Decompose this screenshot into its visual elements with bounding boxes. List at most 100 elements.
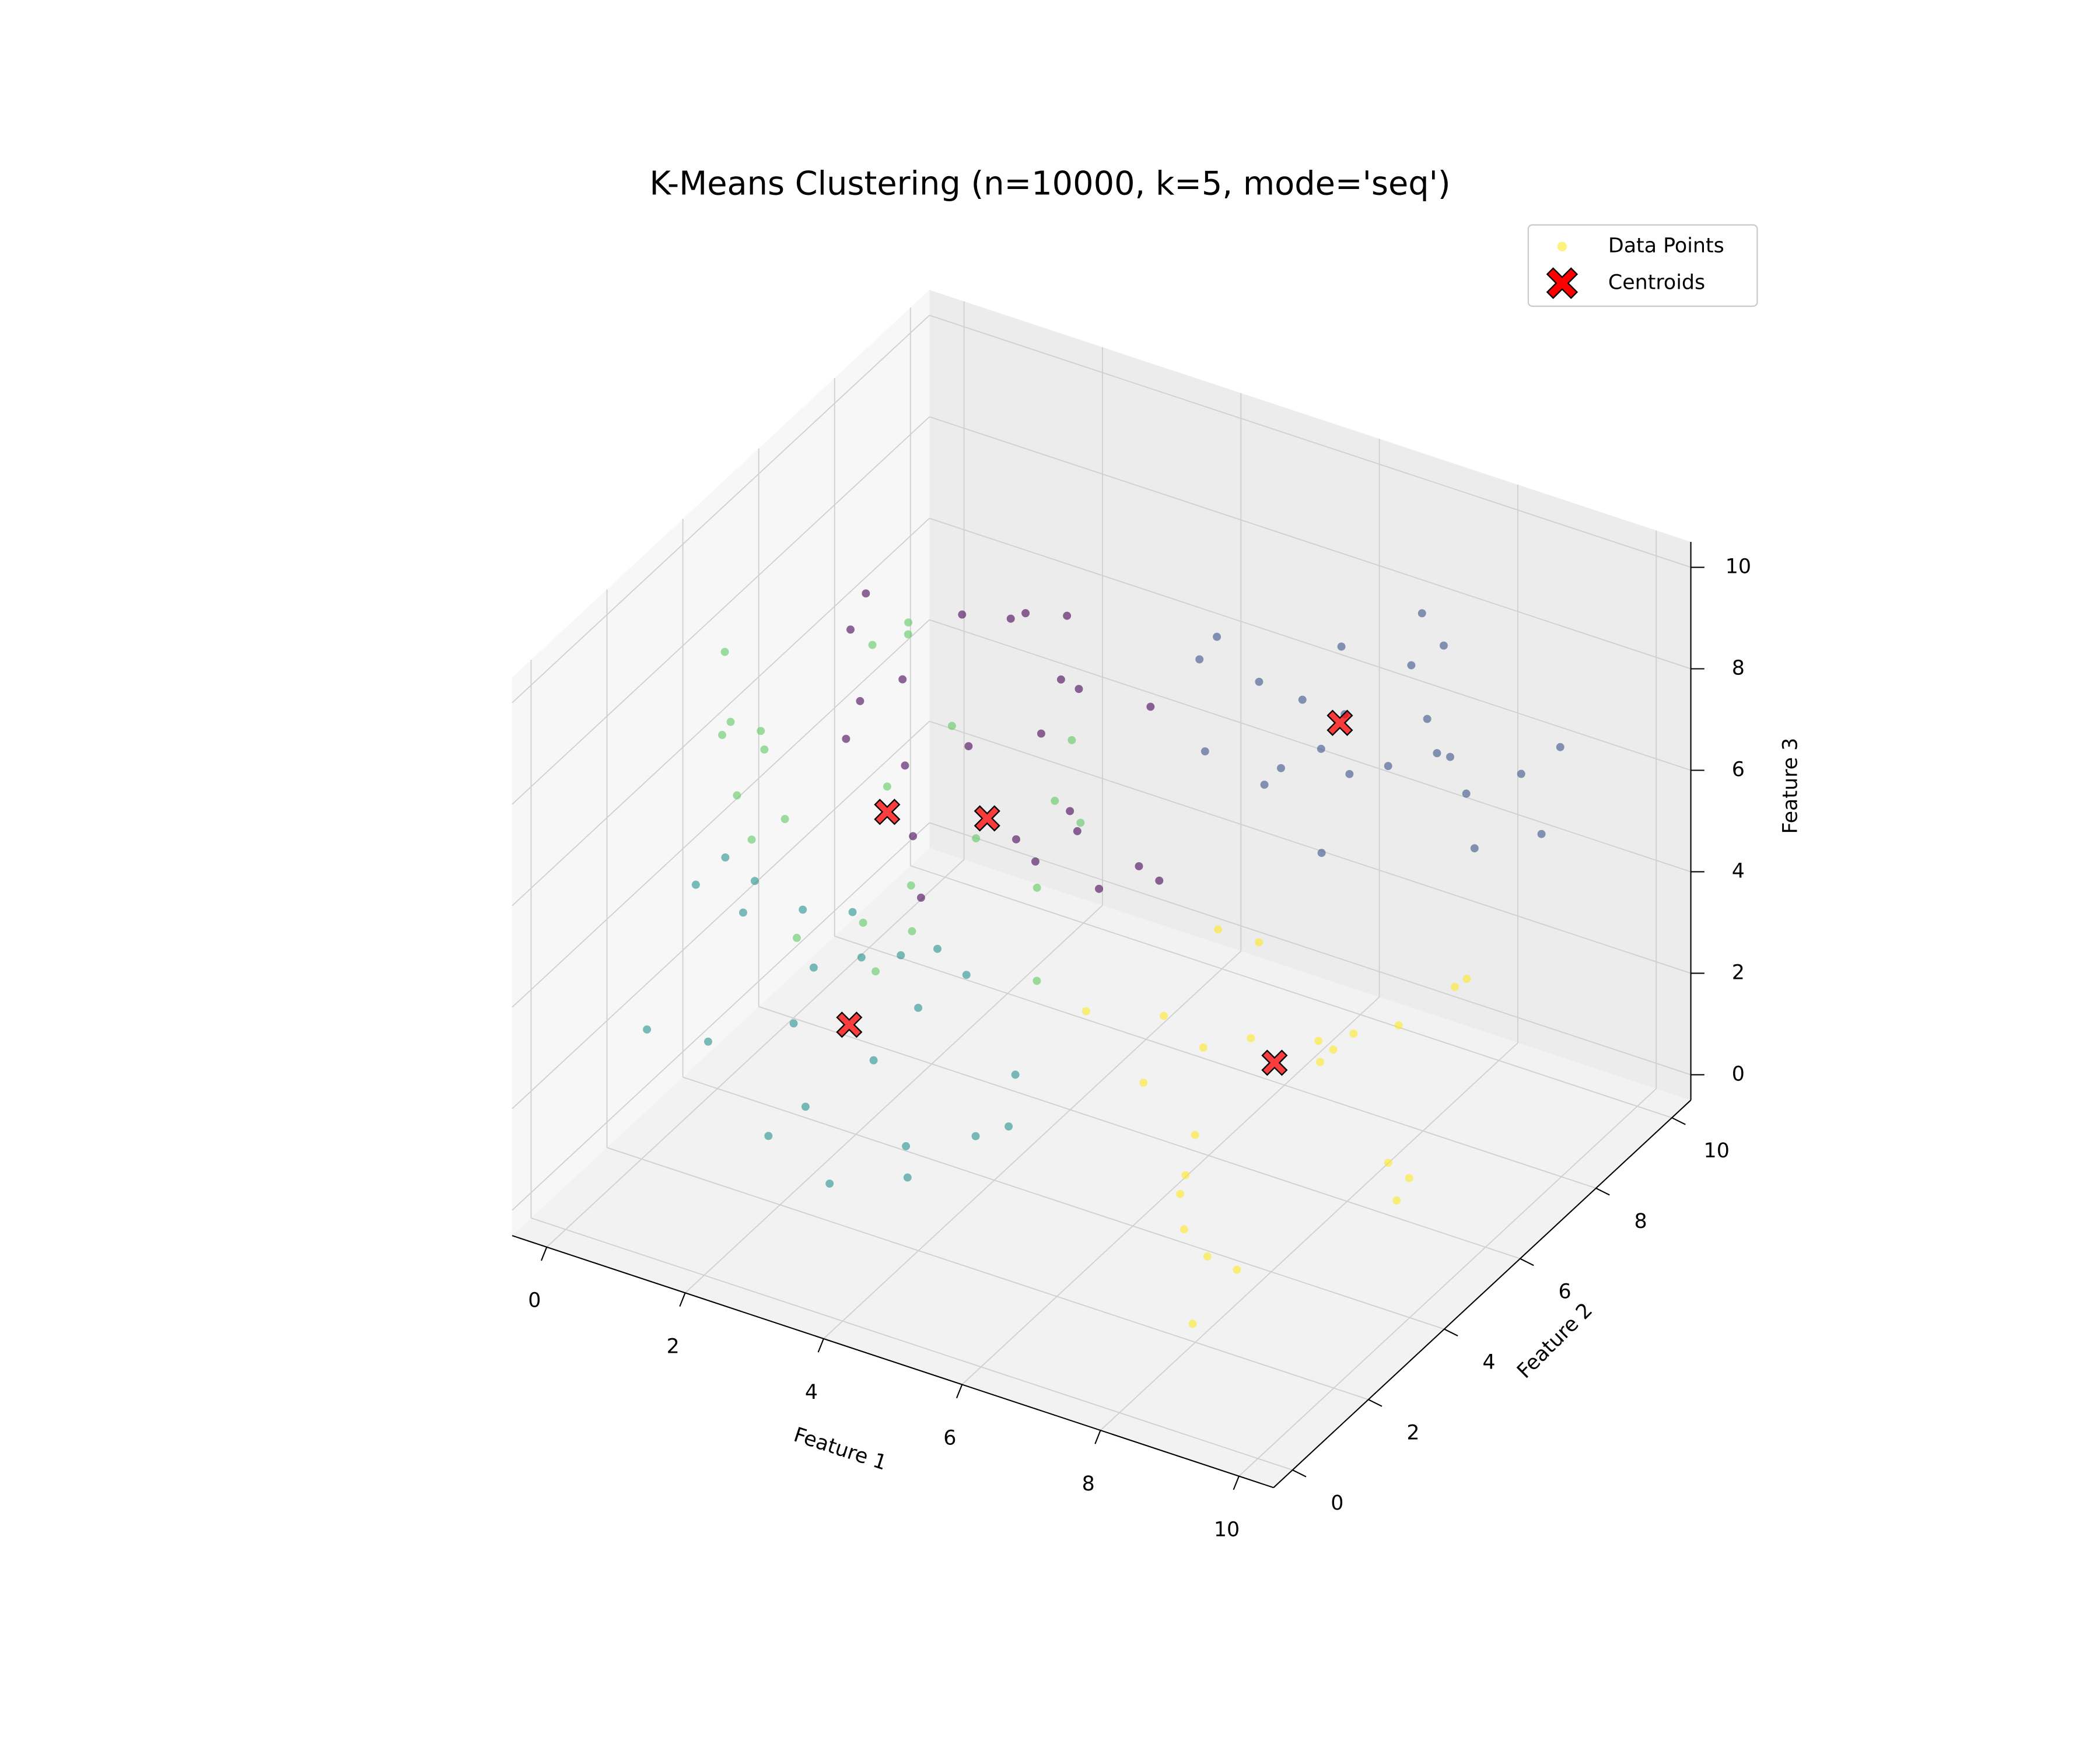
data-point <box>809 963 818 972</box>
y-tick <box>1368 1399 1382 1407</box>
x-tick-label: 4 <box>805 1381 818 1404</box>
grid-line <box>546 859 965 1248</box>
grid-line <box>834 936 1597 1189</box>
data-point <box>909 832 918 841</box>
z-tick-label: 6 <box>1732 758 1745 781</box>
grid-line <box>512 416 930 805</box>
centroid <box>874 799 901 825</box>
data-point <box>964 742 973 751</box>
points <box>643 589 1564 1328</box>
data-point <box>704 1037 712 1046</box>
data-point <box>856 696 864 705</box>
data-point <box>1260 780 1269 789</box>
data-point <box>721 853 730 862</box>
centroid <box>1546 267 1578 299</box>
data-point <box>916 893 925 902</box>
data-point <box>1180 1225 1188 1234</box>
data-point <box>962 971 971 979</box>
data-point <box>1517 769 1525 778</box>
data-point <box>1155 876 1164 885</box>
data-point <box>1462 789 1471 798</box>
data-point <box>1462 975 1471 984</box>
data-point <box>914 1003 923 1012</box>
grid-line <box>607 1147 1369 1401</box>
data-point <box>1384 762 1392 771</box>
data-point <box>859 918 867 927</box>
data-point <box>958 610 967 619</box>
legend-label: Centroids <box>1608 271 1705 294</box>
data-point <box>1316 1058 1325 1066</box>
grid-line <box>1100 1042 1518 1431</box>
data-point <box>907 881 915 890</box>
data-point <box>872 967 880 976</box>
x-tick-label: 10 <box>1214 1518 1240 1541</box>
data-point <box>1233 1265 1241 1274</box>
grid-line <box>929 822 1691 1076</box>
data-point <box>1470 844 1479 853</box>
data-point <box>972 834 981 843</box>
data-point <box>1188 1320 1197 1328</box>
data-point <box>862 589 870 598</box>
data-point <box>848 908 857 916</box>
data-point <box>780 815 789 823</box>
data-point <box>1095 884 1104 893</box>
data-point <box>733 791 741 800</box>
data-point <box>1200 747 1209 756</box>
data-point <box>1439 641 1448 650</box>
data-point <box>643 1025 652 1034</box>
data-point <box>801 1102 810 1111</box>
data-point <box>720 648 729 656</box>
data-point <box>1433 749 1441 758</box>
data-point <box>1160 1012 1168 1020</box>
data-point <box>1139 1079 1148 1087</box>
data-point <box>825 1180 834 1188</box>
data-point <box>726 718 735 726</box>
data-point <box>1213 632 1222 641</box>
axes: 0 2 4 6 8 10 0 2 4 6 8 10 0 2 4 6 8 10 <box>512 542 1751 1541</box>
grid-line <box>929 619 1691 873</box>
data-point <box>1082 1007 1090 1016</box>
data-point <box>1277 764 1285 772</box>
y-tick <box>1292 1469 1307 1478</box>
grid-line <box>512 822 930 1211</box>
data-point <box>1446 752 1454 761</box>
y-tick <box>1671 1117 1686 1125</box>
data-point <box>1195 655 1204 664</box>
x-axis-label: Feature 1 <box>791 1423 890 1475</box>
x-tick-label: 2 <box>667 1335 680 1358</box>
data-point <box>904 618 913 627</box>
data-point <box>947 722 956 730</box>
data-point <box>902 1142 911 1150</box>
data-point <box>842 734 850 743</box>
panes <box>512 290 1691 1488</box>
data-point <box>1135 862 1143 870</box>
data-point <box>792 933 801 942</box>
y-tick <box>1520 1258 1534 1266</box>
grid-line <box>512 314 930 704</box>
data-point <box>757 727 765 736</box>
data-point <box>933 944 942 953</box>
data-point <box>846 625 855 634</box>
z-tick-label: 10 <box>1726 555 1751 579</box>
data-point <box>883 782 891 791</box>
data-point <box>1337 642 1346 651</box>
x-tick <box>956 1384 963 1399</box>
data-point <box>1392 1196 1401 1205</box>
data-point <box>1191 1130 1199 1139</box>
data-point <box>1051 796 1059 805</box>
data-point <box>1199 1043 1208 1052</box>
z-tick-label: 2 <box>1732 961 1745 984</box>
data-point <box>718 730 726 739</box>
legend-box <box>1527 224 1758 307</box>
data-point <box>760 745 769 754</box>
data-point <box>1032 977 1041 985</box>
grid-line <box>961 996 1380 1385</box>
data-point <box>1298 695 1307 704</box>
data-point <box>1006 614 1015 623</box>
y-tick <box>1595 1187 1610 1196</box>
data-point <box>691 880 700 889</box>
data-point <box>868 640 877 649</box>
centroid <box>1261 1049 1288 1076</box>
data-point <box>908 927 916 936</box>
